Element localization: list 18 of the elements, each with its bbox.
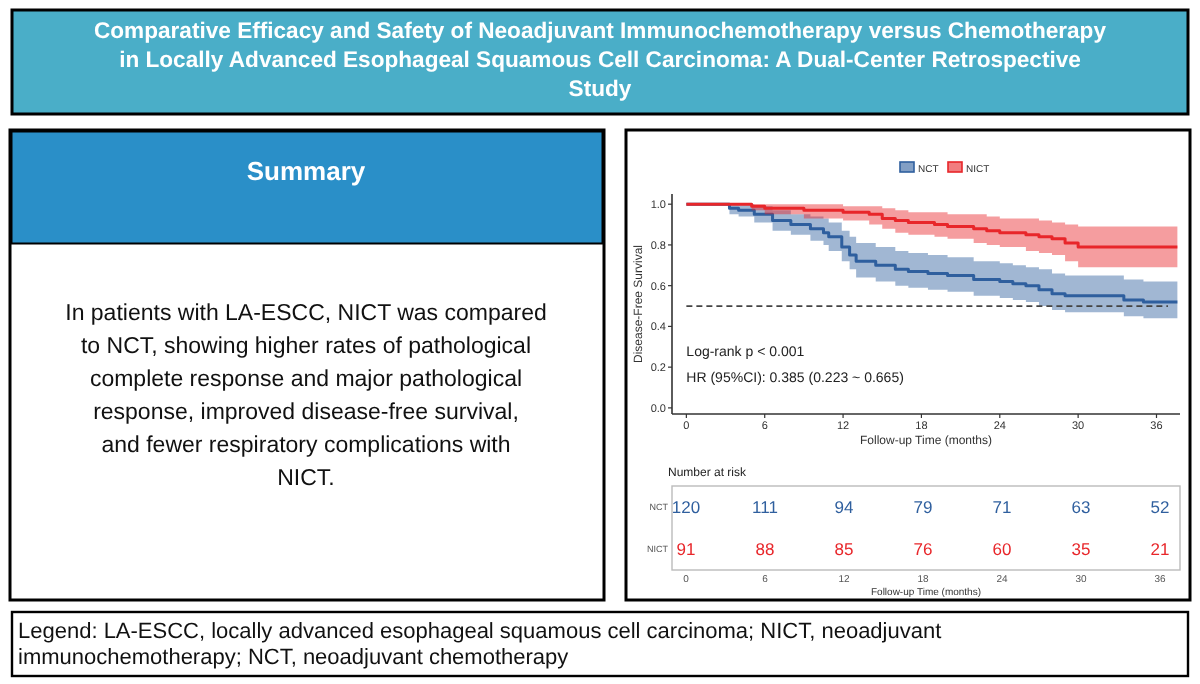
data-label: 63 <box>1071 497 1091 517</box>
data-label: 88 <box>755 539 775 559</box>
data-label: 21 <box>1150 539 1170 559</box>
text: Comparative Efficacy and Safety of Neoadjuvant Immunochemotherapy versus Chemotherapy in Locally Advanced Esophageal Squamous Cell Carcinoma: A Dual-Center Retrospective Study <box>94 20 1108 102</box>
text: In patients with LA-ESCC, NICT was compared to NCT, showing higher rates of pathological complete response and major pathological response, improved disease-free survival, and fewer respiratory complications with NICT. <box>65 302 547 491</box>
data-label: 120 <box>671 497 701 517</box>
data-label: 111 <box>752 497 779 517</box>
data-label: 79 <box>913 497 933 517</box>
data-label: 60 <box>992 539 1012 559</box>
data-label: 94 <box>834 497 854 517</box>
data-label: 35 <box>1071 539 1091 559</box>
data-label: 52 <box>1150 497 1170 517</box>
text: Legend: LA-ESCC, locally advanced esophageal squamous cell carcinoma; NICT, neoadjuvant immunochemotherapy; NCT, neoadjuvant chemotherapy <box>18 620 942 670</box>
data-label: 71 <box>992 497 1012 517</box>
data-label: 91 <box>676 539 696 559</box>
data-label: 85 <box>834 539 854 559</box>
data-label: 76 <box>913 539 933 559</box>
text: Summary <box>246 156 367 186</box>
